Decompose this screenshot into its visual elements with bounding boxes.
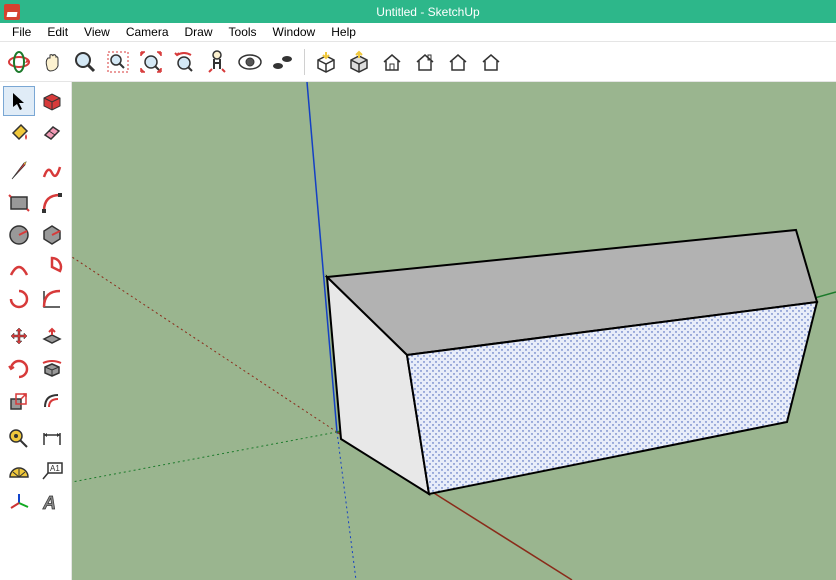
arc-tool[interactable] — [37, 188, 69, 218]
rotate-tool[interactable] — [3, 354, 35, 384]
orbit-button[interactable] — [4, 47, 34, 77]
arc2-tool[interactable] — [3, 252, 35, 282]
axes-tool[interactable] — [3, 488, 35, 518]
polygon-tool[interactable] — [37, 220, 69, 250]
line-tool[interactable] — [3, 156, 35, 186]
scale-tool[interactable] — [3, 386, 35, 416]
text-tool[interactable]: A1 — [37, 456, 69, 486]
look-around-button[interactable] — [235, 47, 265, 77]
tape-measure-tool[interactable] — [3, 424, 35, 454]
menu-window[interactable]: Window — [265, 23, 324, 41]
freehand-tool[interactable] — [37, 156, 69, 186]
move-tool[interactable] — [3, 322, 35, 352]
get-models-button[interactable] — [311, 47, 341, 77]
walk-button[interactable] — [268, 47, 298, 77]
menu-tools[interactable]: Tools — [221, 23, 265, 41]
offset-tool[interactable] — [37, 386, 69, 416]
dimension-tool[interactable] — [37, 424, 69, 454]
house-4-button[interactable] — [476, 47, 506, 77]
zoom-window-button[interactable] — [103, 47, 133, 77]
menu-file[interactable]: File — [4, 23, 39, 41]
viewport-canvas — [72, 82, 836, 580]
house-1-button[interactable] — [377, 47, 407, 77]
menu-camera[interactable]: Camera — [118, 23, 177, 41]
menubar: File Edit View Camera Draw Tools Window … — [0, 23, 836, 42]
house-3-button[interactable] — [443, 47, 473, 77]
share-model-button[interactable] — [344, 47, 374, 77]
position-camera-button[interactable] — [202, 47, 232, 77]
pan-button[interactable] — [37, 47, 67, 77]
select-tool[interactable] — [3, 86, 35, 116]
arc4-tool[interactable] — [37, 284, 69, 314]
make-component-tool[interactable] — [37, 86, 69, 116]
svg-text:A: A — [42, 493, 56, 513]
pushpull-tool[interactable] — [37, 322, 69, 352]
titlebar: Untitled - SketchUp — [0, 0, 836, 23]
tool-palette: A1 A — [0, 82, 72, 580]
eraser-tool[interactable] — [37, 118, 69, 148]
protractor-tool[interactable] — [3, 456, 35, 486]
toolbar-top — [0, 42, 836, 82]
workspace: A1 A — [0, 82, 836, 580]
paint-bucket-tool[interactable] — [3, 118, 35, 148]
zoom-extents-button[interactable] — [136, 47, 166, 77]
menu-view[interactable]: View — [76, 23, 118, 41]
followme-tool[interactable] — [37, 354, 69, 384]
arc3-tool[interactable] — [3, 284, 35, 314]
rectangle-tool[interactable] — [3, 188, 35, 218]
toolbar-separator — [304, 49, 305, 75]
menu-edit[interactable]: Edit — [39, 23, 76, 41]
menu-help[interactable]: Help — [323, 23, 364, 41]
svg-text:A1: A1 — [50, 464, 60, 473]
pie-tool[interactable] — [37, 252, 69, 282]
menu-draw[interactable]: Draw — [177, 23, 221, 41]
window-title: Untitled - SketchUp — [24, 5, 832, 19]
zoom-button[interactable] — [70, 47, 100, 77]
circle-tool[interactable] — [3, 220, 35, 250]
app-icon — [4, 4, 20, 20]
viewport[interactable] — [72, 82, 836, 580]
previous-view-button[interactable] — [169, 47, 199, 77]
3dtext-tool[interactable]: A — [37, 488, 69, 518]
house-2-button[interactable] — [410, 47, 440, 77]
